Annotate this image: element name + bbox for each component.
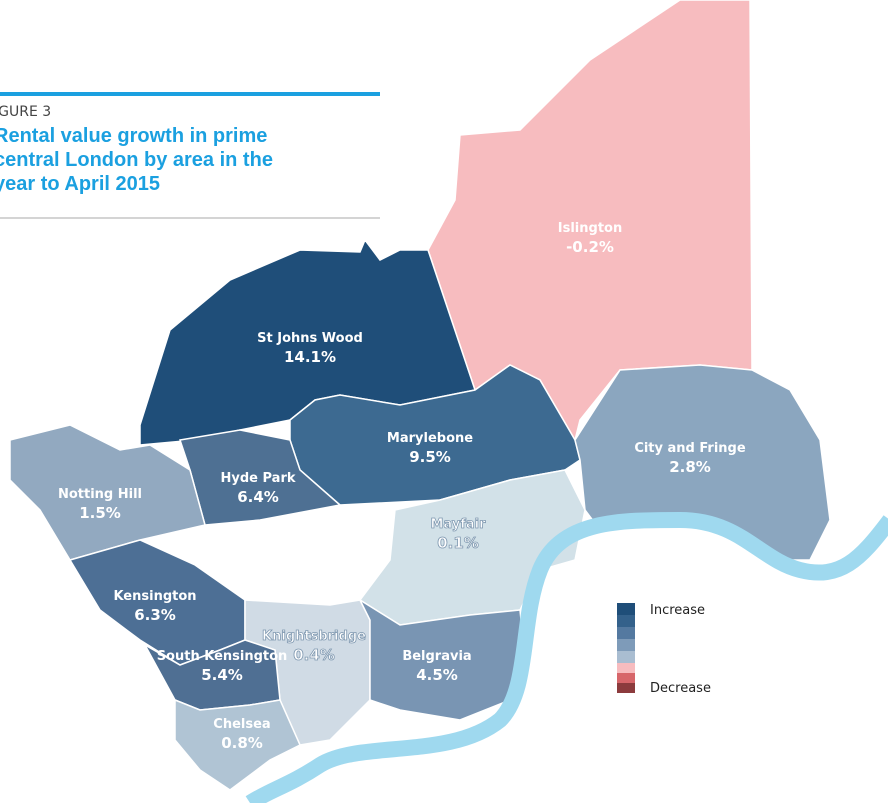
legend-swatch	[617, 615, 635, 627]
legend-swatch	[617, 663, 635, 673]
region-name: Hyde Park	[220, 471, 295, 486]
legend: Increase Decrease	[617, 603, 711, 696]
region-name: Kensington	[113, 589, 196, 604]
region-name: South Kensington	[157, 649, 288, 664]
river	[245, 511, 888, 803]
title-line: central London by area in the	[0, 149, 273, 171]
legend-swatch	[617, 651, 635, 663]
region-value: 5.4%	[201, 666, 243, 684]
region-value: 6.4%	[237, 488, 279, 506]
region-name: St Johns Wood	[257, 331, 363, 346]
region	[9, 424, 206, 561]
region-value: 9.5%	[409, 448, 451, 466]
region-name: Knightsbridge	[262, 629, 366, 644]
region-name: Notting Hill	[58, 487, 142, 502]
region-value: 2.8%	[669, 458, 711, 476]
region-value: 4.5%	[416, 666, 458, 684]
title-line: Rental value growth in prime	[0, 125, 267, 147]
region-name: City and Fringe	[634, 441, 746, 456]
region-name: Islington	[558, 221, 622, 236]
legend-label: Decrease	[650, 681, 711, 696]
region-value: 1.5%	[79, 504, 121, 522]
title-line: year to April 2015	[0, 173, 160, 195]
figure-label: FIGURE 3	[0, 104, 51, 120]
legend-swatch	[617, 639, 635, 651]
region-value: 0.8%	[221, 734, 263, 752]
region-name: Belgravia	[402, 649, 471, 664]
region-value: 0.4%	[293, 646, 335, 664]
region	[174, 698, 301, 791]
legend-swatch	[617, 673, 635, 683]
region-value: 0.1%	[437, 534, 479, 552]
region-value: 14.1%	[284, 348, 336, 366]
legend-swatch	[617, 603, 635, 615]
legend-label: Increase	[650, 603, 705, 618]
region-name: Marylebone	[387, 431, 473, 446]
legend-swatch	[617, 683, 635, 693]
region-name: Mayfair	[430, 517, 486, 532]
region-name: Chelsea	[213, 717, 270, 732]
legend-swatch	[617, 627, 635, 639]
region-value: -0.2%	[566, 238, 614, 256]
region	[574, 364, 831, 561]
region-value: 6.3%	[134, 606, 176, 624]
